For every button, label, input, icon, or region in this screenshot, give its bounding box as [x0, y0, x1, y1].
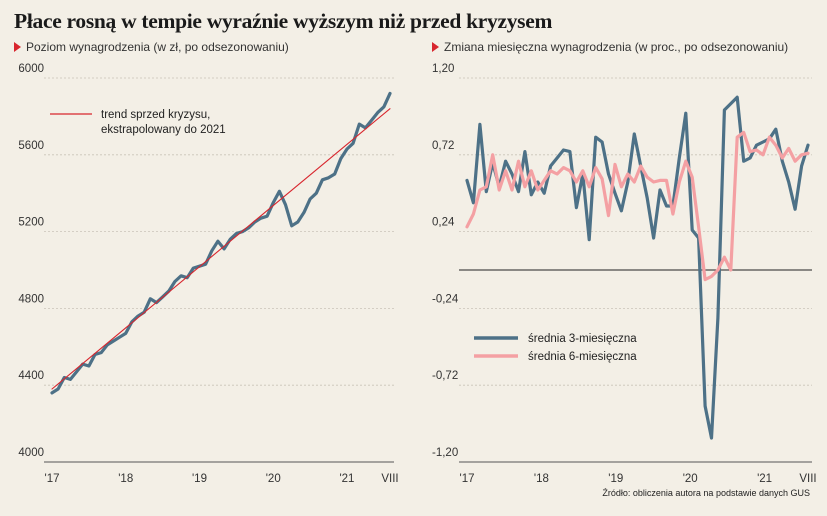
right-x-tick-label: '21 — [757, 473, 772, 485]
left-chart-subtitle-text: Poziom wynagrodzenia (w zł, po odsezonow… — [26, 40, 289, 54]
right-y-tick-label: -1,20 — [432, 447, 458, 459]
triangle-bullet-icon — [432, 42, 439, 52]
right-y-tick-label: 1,20 — [432, 63, 454, 75]
left-y-tick-label: 6000 — [18, 63, 44, 75]
right-series-line-2 — [465, 130, 810, 282]
left-series-line-2 — [51, 108, 391, 390]
right-chart-subtitle: Zmiana miesięczna wynagrodzenia (w proc.… — [432, 40, 788, 54]
source-note: Źródło: obliczenia autora na podstawie d… — [602, 488, 810, 498]
triangle-bullet-icon — [14, 42, 21, 52]
left-x-tick-label: VIII — [381, 473, 398, 485]
chart-headline: Płace rosną w tempie wyraźnie wyższym ni… — [14, 9, 553, 33]
left-y-tick-label: 4000 — [18, 447, 44, 459]
right-x-tick-label: VIII — [799, 473, 816, 485]
left-y-tick-label: 5200 — [18, 217, 44, 229]
left-y-tick-label: 4400 — [18, 370, 44, 382]
left-y-tick-label: 4800 — [18, 293, 44, 305]
left-x-tick-label: '17 — [45, 473, 60, 485]
right-x-tick-label: '20 — [683, 473, 698, 485]
right-y-tick-label: -0,72 — [432, 370, 458, 382]
left-x-tick-label: '18 — [118, 473, 133, 485]
right-legend-label-1: średnia 3-miesięczna — [528, 333, 637, 345]
right-legend-label-2: średnia 6-miesięczna — [528, 351, 637, 363]
right-series-line-1 — [465, 95, 810, 440]
left-y-tick-label: 5600 — [18, 140, 44, 152]
left-x-tick-label: '21 — [339, 473, 354, 485]
right-x-tick-label: '19 — [608, 473, 623, 485]
right-x-tick-label: '18 — [534, 473, 549, 485]
right-y-tick-label: -0,24 — [432, 293, 459, 305]
right-x-tick-label: '17 — [460, 473, 475, 485]
right-chart-subtitle-text: Zmiana miesięczna wynagrodzenia (w proc.… — [444, 40, 789, 54]
right-y-tick-label: 0,72 — [432, 140, 454, 152]
left-chart-subtitle: Poziom wynagrodzenia (w zł, po odsezonow… — [14, 40, 289, 54]
right-y-tick-label: 0,24 — [432, 217, 455, 229]
left-series-line-1 — [50, 91, 392, 395]
left-x-tick-label: '20 — [266, 473, 281, 485]
left-x-tick-label: '19 — [192, 473, 207, 485]
left-legend-label: trend sprzed kryzysu, ekstrapolowany do 2… — [101, 109, 226, 136]
